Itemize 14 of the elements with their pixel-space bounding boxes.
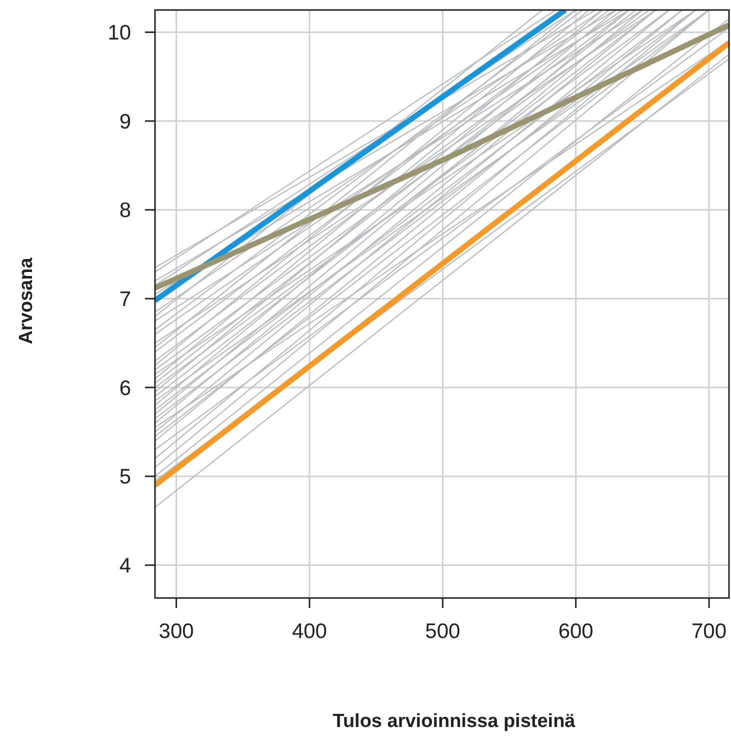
x-tick-label: 700 xyxy=(692,620,727,643)
y-tick-label: 8 xyxy=(119,199,131,222)
y-tick-label: 6 xyxy=(119,376,131,400)
x-tick-label: 400 xyxy=(292,620,328,643)
y-tick-label: 4 xyxy=(119,554,132,578)
x-tick-label: 600 xyxy=(558,620,594,643)
x-axis-title: Tulos arvioinnissa pisteinä xyxy=(332,711,576,732)
y-tick-label: 10 xyxy=(108,22,131,45)
x-tick-label: 300 xyxy=(158,620,194,643)
x-tick-label: 500 xyxy=(425,620,460,643)
y-tick-label: 7 xyxy=(119,288,131,312)
y-axis-title: Arvosana xyxy=(16,257,37,344)
y-tick-label: 5 xyxy=(119,466,131,489)
y-tick-label: 9 xyxy=(119,110,131,134)
